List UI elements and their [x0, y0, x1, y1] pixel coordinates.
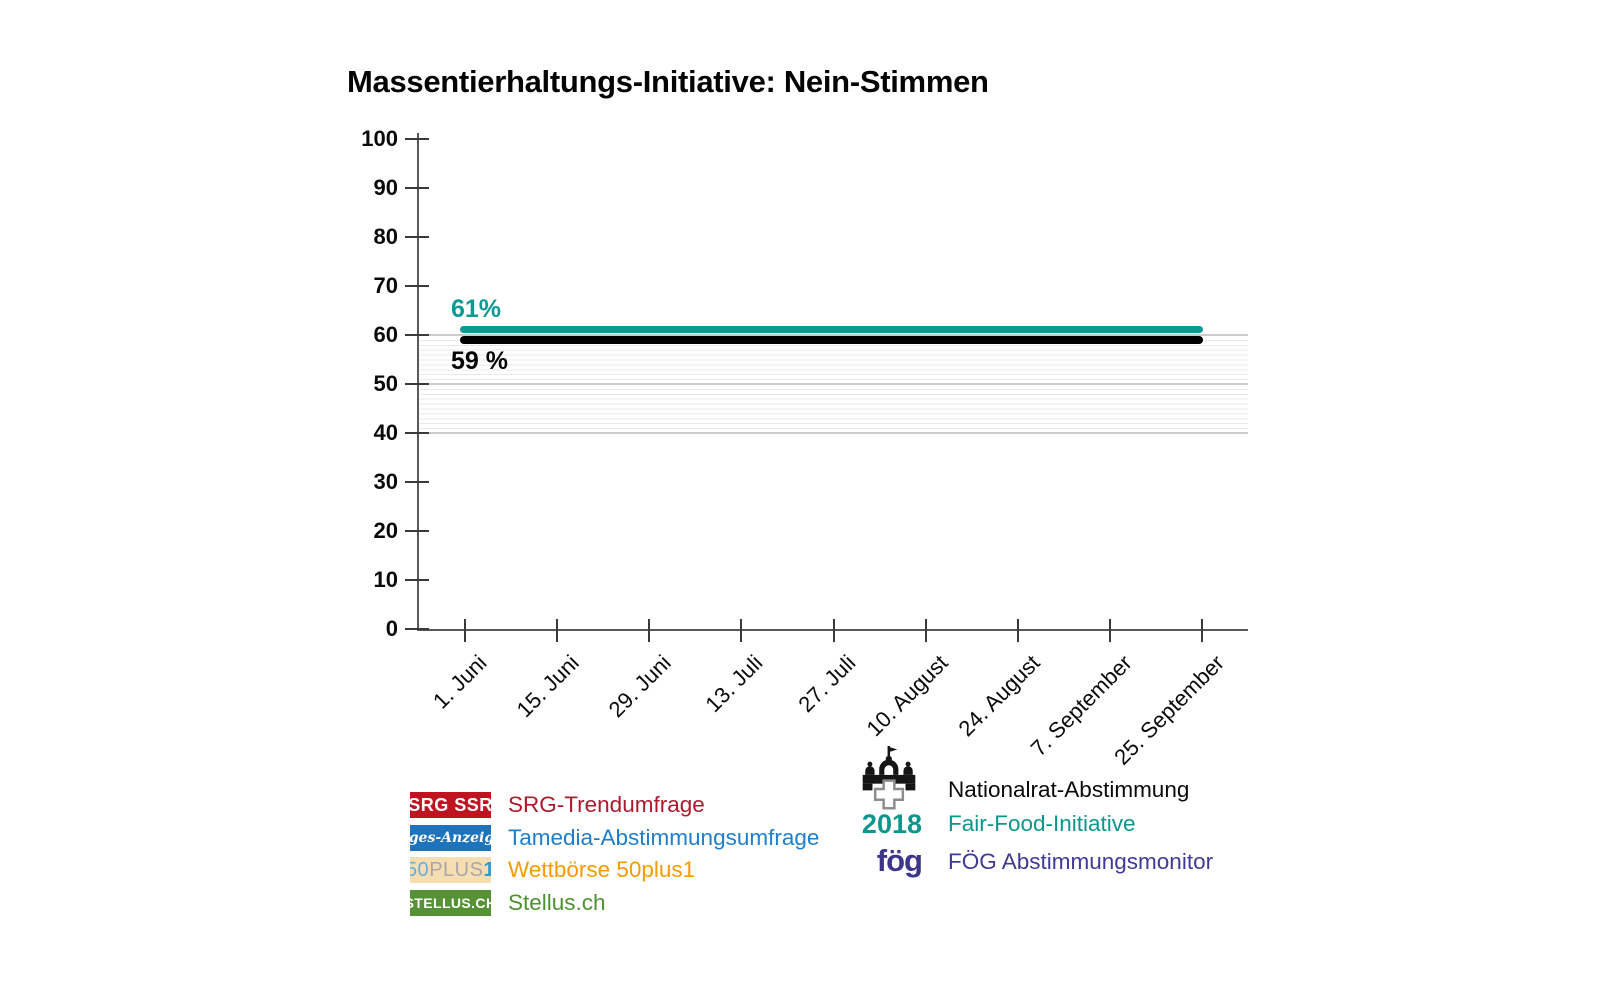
- y-axis-line: [417, 133, 419, 631]
- y-tick-70: [405, 285, 429, 287]
- series-line-massentierhaltung-59: [460, 336, 1203, 344]
- x-tick: [925, 619, 927, 642]
- value-label-61: 61%: [451, 295, 502, 323]
- legend-label-fog-monitor: FÖG Abstimmungsmonitor: [948, 849, 1214, 874]
- legend-label-fair-food: Fair-Food-Initiative: [948, 811, 1136, 836]
- y-tick-label: 80: [373, 224, 398, 249]
- y-tick-80: [405, 236, 429, 238]
- x-tick: [556, 619, 558, 642]
- y-tick-60: [405, 334, 429, 336]
- y-tick-label: 50: [373, 371, 398, 396]
- 50plus1-logo-badge: 50 PLUS 1: [410, 857, 491, 883]
- y-tick-30: [405, 481, 429, 483]
- value-label-59: 59 %: [451, 347, 508, 375]
- x-tick: [1109, 619, 1111, 642]
- x-axis-line: [417, 629, 1248, 631]
- x-tick: [648, 619, 650, 642]
- gridline-60: [419, 334, 1248, 336]
- y-tick-40: [405, 432, 429, 434]
- fog-logo: fög: [876, 843, 923, 878]
- gridline-50: [419, 383, 1248, 385]
- legend-label-wettboerse: Wettbörse 50plus1: [508, 857, 696, 882]
- y-tick-50: [405, 383, 429, 385]
- y-tick-90: [405, 187, 429, 189]
- y-tick-100: [405, 138, 429, 140]
- x-tick: [740, 619, 742, 642]
- y-tick-label: 100: [361, 126, 398, 151]
- srg-ssr-logo-badge: SRG SSR: [410, 792, 491, 818]
- y-tick-label: 90: [373, 175, 398, 200]
- y-tick-label: 30: [373, 469, 398, 494]
- y-tick-label: 60: [373, 322, 398, 347]
- y-tick-label: 10: [373, 567, 398, 592]
- x-tick: [1017, 619, 1019, 642]
- year-2018-badge: 2018: [861, 809, 922, 839]
- legend-label-stellus: Stellus.ch: [508, 890, 606, 915]
- x-tick: [1201, 619, 1203, 642]
- y-tick-20: [405, 530, 429, 532]
- y-tick-label: 20: [373, 518, 398, 543]
- legend-label-srg-trendumfrage: SRG-Trendumfrage: [508, 792, 705, 817]
- x-tick: [464, 619, 466, 642]
- tages-anzeiger-logo-badge: Tages-Anzeiger: [410, 825, 491, 851]
- page-title: Massentierhaltungs-Initiative: Nein-Stim…: [347, 64, 989, 99]
- y-tick-label: 70: [373, 273, 398, 298]
- gridline-40: [419, 432, 1248, 434]
- x-tick: [833, 619, 835, 642]
- parliament-swiss-cross-icon: [862, 746, 916, 810]
- y-tick-label: 0: [385, 616, 398, 641]
- legend-label-tamedia: Tamedia-Abstimmungsumfrage: [508, 825, 820, 850]
- stellus-logo-badge: STELLUS.CH: [410, 890, 491, 916]
- y-tick-10: [405, 579, 429, 581]
- legend-label-nationalrat: Nationalrat-Abstimmung: [948, 777, 1190, 802]
- y-tick-label: 40: [373, 420, 398, 445]
- series-line-fair-food-61: [460, 326, 1203, 333]
- y-tick-0: [405, 628, 429, 630]
